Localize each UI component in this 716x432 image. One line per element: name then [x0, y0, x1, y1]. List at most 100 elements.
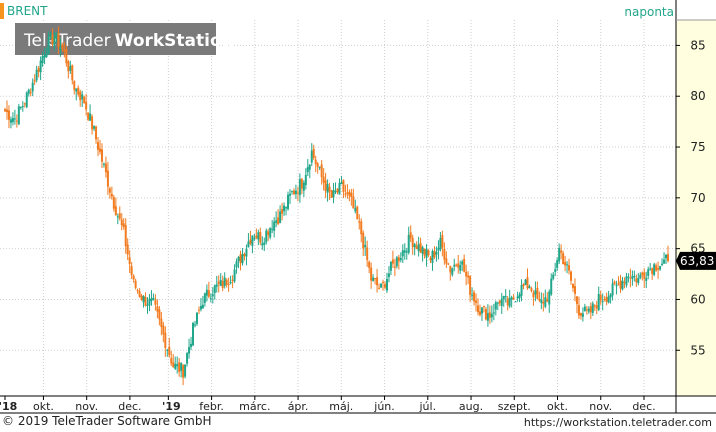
candle-body [168, 346, 171, 356]
candle-body [144, 297, 147, 306]
candle-body [550, 278, 553, 295]
candle-body [132, 275, 135, 280]
candle-body [304, 174, 307, 185]
candle-body [447, 263, 450, 265]
candle-body [530, 288, 533, 291]
candle-body [623, 282, 626, 284]
candle-body [31, 82, 34, 92]
candle-body [540, 299, 543, 304]
candle-body [383, 284, 386, 288]
candle-body [577, 305, 580, 316]
candle-body [205, 289, 208, 296]
candle-body [391, 259, 394, 264]
price-axis[interactable] [676, 20, 716, 396]
candle-body [193, 324, 196, 326]
candle-body [283, 205, 286, 212]
candle-body [512, 297, 515, 300]
candle-body [374, 278, 377, 280]
candle-body [356, 206, 359, 220]
candle-body [560, 250, 563, 253]
candle-body [393, 266, 396, 268]
candle-body [659, 266, 662, 270]
candle-body [619, 280, 622, 289]
candle-body [542, 301, 545, 304]
candle-body [63, 49, 66, 52]
candle-body [368, 261, 371, 268]
candle-body [195, 312, 198, 324]
candle-body [124, 225, 127, 247]
candle-body [591, 303, 594, 313]
x-tick-label: okt. [33, 400, 54, 413]
candle-body [11, 117, 14, 123]
candle-body [308, 164, 311, 170]
svg-text:63,83: 63,83 [680, 254, 714, 268]
candle-body [617, 283, 620, 285]
candle-body [350, 192, 353, 198]
candle-body [294, 190, 297, 195]
candle-body [631, 275, 634, 279]
candle-body [558, 247, 561, 262]
candle-body [110, 193, 113, 197]
candle-body [589, 306, 592, 313]
candle-body [518, 294, 521, 299]
candle-body [253, 238, 256, 240]
candle-body [453, 264, 456, 267]
y-tick-label: 80 [690, 89, 705, 103]
candle-body [180, 363, 183, 371]
candle-body [647, 269, 650, 276]
candle-body [627, 276, 630, 278]
candle-body [641, 272, 644, 276]
candle-body [199, 305, 202, 310]
y-tick-label: 55 [690, 343, 705, 357]
candle-body [156, 306, 159, 312]
candle-body [504, 296, 507, 298]
candle-body [605, 297, 608, 302]
x-tick-label: júl. [418, 400, 436, 413]
candle-body [251, 235, 254, 246]
candle-body [330, 190, 333, 198]
candle-body [176, 364, 179, 367]
candle-body [362, 232, 365, 249]
candle-body [633, 276, 636, 278]
candle-body [164, 332, 167, 348]
symbol-label[interactable]: BRENT [7, 4, 48, 18]
candle-body [358, 221, 361, 223]
candle-body [281, 209, 284, 214]
candle-body [526, 277, 529, 289]
candle-body [597, 293, 600, 310]
candle-body [583, 306, 586, 312]
candle-body [599, 294, 602, 301]
x-tick-label: ápr. [288, 400, 309, 413]
candle-body [326, 184, 329, 193]
candle-body [275, 220, 278, 223]
candle-body [661, 263, 664, 266]
candle-body [635, 278, 638, 283]
candle-body [261, 243, 264, 246]
candle-body [273, 221, 276, 231]
candle-body [322, 176, 325, 183]
candle-body [562, 253, 565, 265]
candle-body [486, 313, 489, 321]
candle-body [492, 312, 495, 314]
candle-body [615, 284, 618, 287]
candle-body [467, 275, 470, 278]
plot-area[interactable] [0, 0, 676, 396]
candle-body [427, 250, 430, 256]
candle-body [255, 235, 258, 239]
candle-body [243, 254, 246, 257]
candle-body [108, 188, 111, 193]
candle-body [55, 32, 58, 36]
candle-body [667, 254, 669, 261]
candle-body [223, 277, 226, 286]
candle-body [61, 44, 64, 50]
candle-body [637, 277, 640, 283]
interval-label[interactable]: naponta [624, 5, 674, 19]
candle-body [645, 278, 648, 281]
y-tick-label: 70 [690, 191, 705, 205]
candle-body [89, 113, 92, 121]
candle-body [455, 264, 458, 266]
workstation-url[interactable]: https://workstation.teletrader.com [523, 416, 712, 429]
candle-body [409, 232, 412, 239]
candle-body [47, 38, 50, 55]
candle-body [197, 309, 200, 311]
